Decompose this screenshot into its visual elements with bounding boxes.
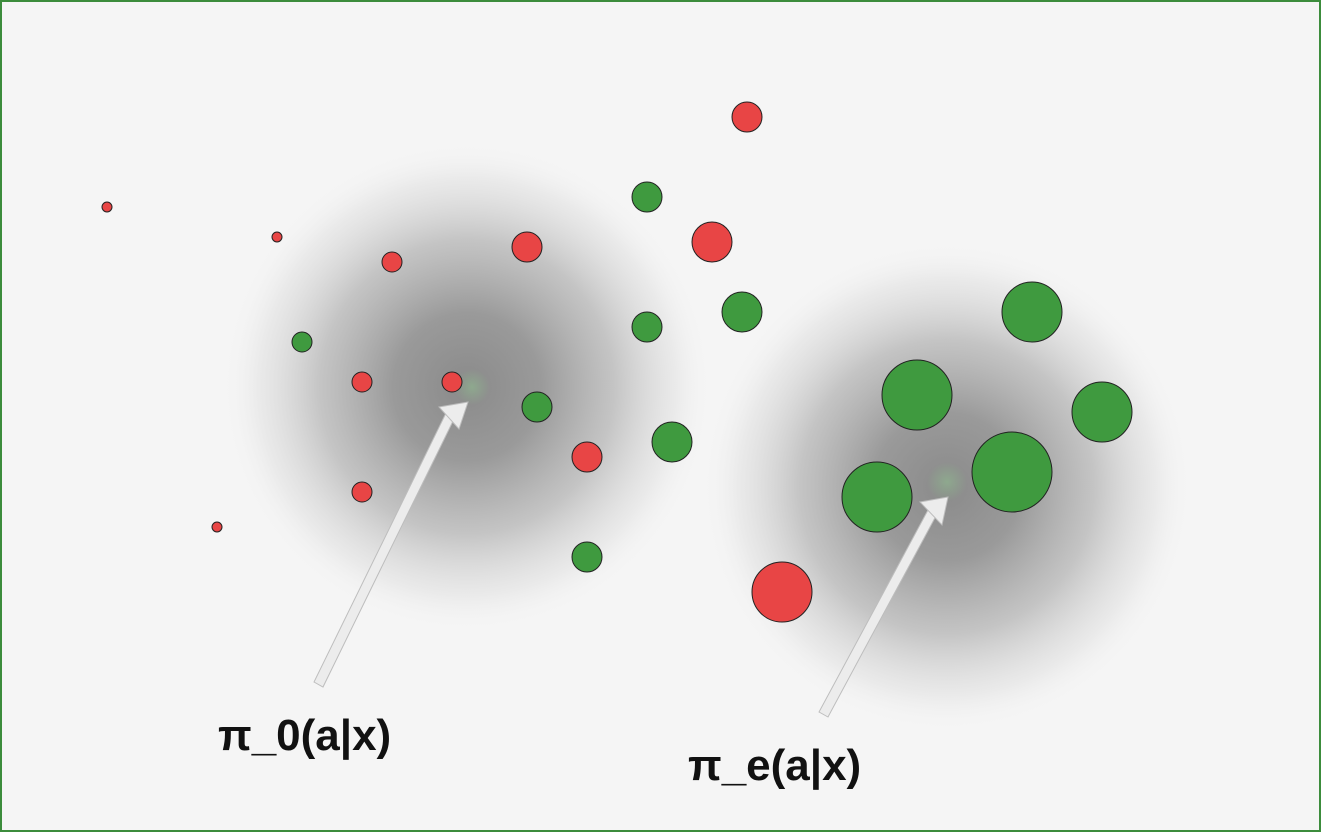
pi-0-arrow (313, 401, 469, 688)
pi-e-center-marker (927, 462, 967, 502)
green-point (291, 331, 313, 353)
pi-e-arrow (818, 496, 949, 718)
red-point (381, 251, 403, 273)
red-point (271, 231, 283, 243)
pi-e-label: π_e(a|x) (688, 741, 862, 790)
green-point (651, 421, 693, 463)
red-point (691, 221, 733, 263)
green-point (721, 291, 763, 333)
green-point (971, 431, 1053, 513)
red-point (211, 521, 223, 533)
green-point (521, 391, 553, 423)
pi-0-label: π_0(a|x) (218, 711, 392, 760)
red-point (571, 441, 603, 473)
green-point (631, 311, 663, 343)
red-point (731, 101, 763, 133)
green-point (841, 461, 913, 533)
red-point (511, 231, 543, 263)
green-point (1071, 381, 1133, 443)
green-point (1001, 281, 1063, 343)
red-point (351, 481, 373, 503)
negative-points (101, 101, 813, 623)
red-point (441, 371, 463, 393)
positive-points (291, 181, 1133, 573)
green-point (881, 359, 953, 431)
green-point (631, 181, 663, 213)
red-point (101, 201, 113, 213)
pi-0-center-marker (454, 369, 490, 405)
red-point (351, 371, 373, 393)
green-point (571, 541, 603, 573)
red-point (751, 561, 813, 623)
